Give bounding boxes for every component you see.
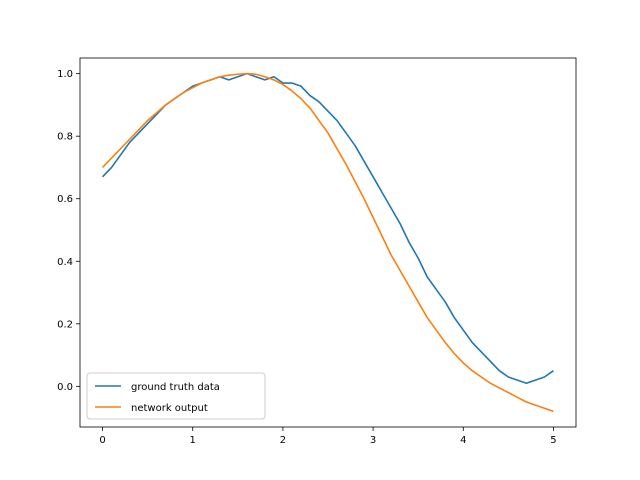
y-tick-label: 0.8: [57, 132, 73, 143]
x-tick-label: 2: [280, 435, 286, 446]
y-axis: 0.0 0.2 0.4 0.6 0.8 1.0: [57, 69, 80, 393]
legend-label-0: ground truth data: [131, 382, 220, 393]
y-tick-label: 0.6: [57, 194, 73, 205]
legend: ground truth data network output: [86, 372, 266, 420]
series-layer: [101, 72, 554, 413]
series-line-1: [101, 72, 554, 413]
x-tick-label: 4: [460, 435, 466, 446]
x-tick-label: 5: [550, 435, 556, 446]
y-tick-label: 0.4: [57, 257, 73, 268]
legend-label-1: network output: [131, 403, 208, 414]
legend-box: [86, 372, 266, 420]
x-axis: 0 1 2 3 4 5: [99, 427, 557, 446]
y-tick-label: 0.2: [57, 319, 73, 330]
y-tick-label: 1.0: [57, 69, 73, 80]
axes-frame: [79, 57, 577, 428]
x-tick-label: 0: [99, 435, 105, 446]
y-tick-label: 0.0: [57, 382, 73, 393]
x-tick-label: 3: [370, 435, 376, 446]
x-tick-label: 1: [190, 435, 196, 446]
